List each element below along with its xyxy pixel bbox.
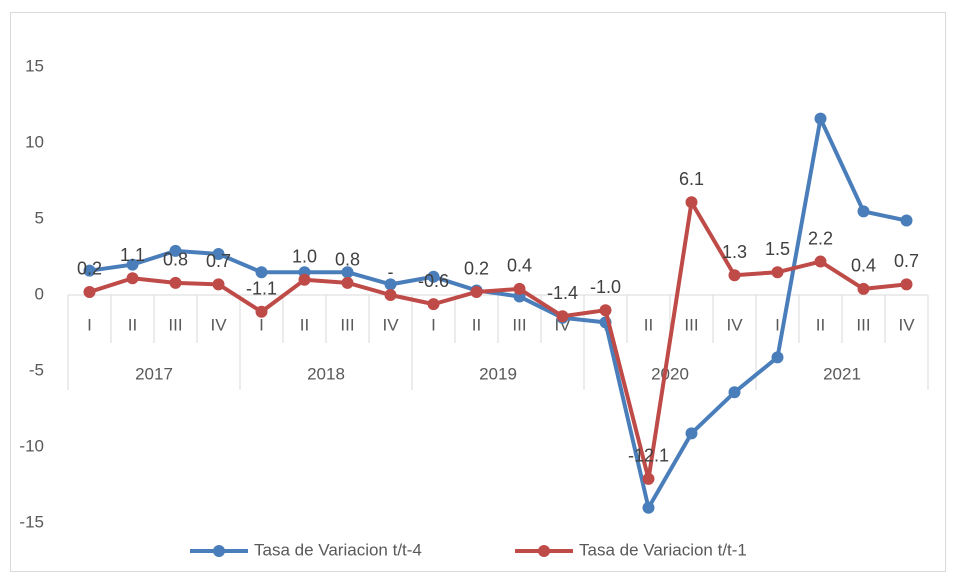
x-tick-label: III	[168, 315, 182, 334]
data-label: -1.4	[547, 283, 578, 303]
y-tick-label: 5	[35, 208, 44, 227]
series-marker	[298, 273, 311, 286]
series-marker	[83, 264, 96, 277]
x-tick-label: IV	[726, 315, 743, 334]
x-group-label: 2021	[823, 364, 861, 383]
series-marker	[513, 282, 526, 295]
data-label: -0.6	[418, 271, 449, 291]
x-tick-label: IV	[898, 315, 915, 334]
data-label: 1.1	[120, 245, 145, 265]
x-tick-label: III	[684, 315, 698, 334]
series-marker	[814, 255, 827, 268]
series-marker	[126, 258, 139, 271]
y-tick-label: 0	[35, 284, 44, 303]
series-marker	[857, 205, 870, 218]
series-marker	[212, 278, 225, 291]
data-label: 0.8	[335, 250, 360, 270]
x-tick-label: III	[856, 315, 870, 334]
series-marker	[771, 351, 784, 364]
x-tick-label: II	[472, 315, 481, 334]
x-tick-label: I	[87, 315, 92, 334]
series-marker	[771, 266, 784, 279]
series-marker	[728, 269, 741, 282]
series-marker	[427, 270, 440, 283]
data-label: -12.1	[628, 446, 669, 466]
legend-marker	[213, 545, 225, 557]
series-marker	[169, 276, 182, 289]
series-marker	[169, 244, 182, 257]
series-marker	[857, 282, 870, 295]
data-label: 1.0	[292, 247, 317, 267]
series-marker	[900, 278, 913, 291]
x-tick-label: I	[431, 315, 436, 334]
legend-label: Tasa de Variacion t/t-4	[254, 540, 422, 559]
x-group-label: 2017	[135, 364, 173, 383]
x-tick-label: I	[259, 315, 264, 334]
series-marker	[384, 278, 397, 291]
data-label: 0.7	[206, 251, 231, 271]
series-marker	[83, 285, 96, 298]
x-tick-label: IV	[210, 315, 227, 334]
series-line	[88, 200, 907, 481]
series-marker	[212, 247, 225, 260]
data-label: 0.2	[77, 259, 102, 279]
data-label: 0.4	[507, 256, 532, 276]
data-label: 0.8	[163, 250, 188, 270]
data-label: 1.5	[765, 239, 790, 259]
legend-marker	[538, 545, 550, 557]
x-group-label: 2019	[479, 364, 517, 383]
x-tick-label: II	[128, 315, 137, 334]
x-tick-label: III	[512, 315, 526, 334]
y-tick-label: -5	[29, 360, 44, 379]
x-tick-label: II	[644, 315, 653, 334]
x-tick-label: IV	[382, 315, 399, 334]
data-label: -1.0	[590, 277, 621, 297]
data-label: 2.2	[808, 228, 833, 248]
data-label: 0.7	[894, 251, 919, 271]
series-marker	[599, 304, 612, 317]
series-marker	[728, 386, 741, 399]
series-marker	[556, 310, 569, 323]
data-label: -	[388, 262, 394, 282]
series-marker	[685, 196, 698, 209]
data-label: 0.2	[464, 259, 489, 279]
y-tick-label: 15	[25, 56, 44, 75]
series-marker	[642, 501, 655, 514]
series-marker	[255, 266, 268, 279]
legend-label: Tasa de Variacion t/t-1	[579, 540, 747, 559]
series-marker	[255, 305, 268, 318]
y-tick-label: -10	[19, 436, 44, 455]
series-marker	[384, 289, 397, 301]
series-marker	[814, 112, 827, 125]
x-tick-label: II	[816, 315, 825, 334]
series-line	[89, 116, 907, 510]
data-label: 1.3	[722, 242, 747, 262]
series-marker	[900, 214, 913, 227]
x-tick-label: II	[300, 315, 309, 334]
x-group-label: 2020	[651, 364, 689, 383]
x-group-label: 2018	[307, 364, 345, 383]
series-marker	[642, 472, 655, 485]
x-tick-label: I	[775, 315, 780, 334]
series-marker	[341, 276, 354, 289]
y-tick-label: 10	[25, 132, 44, 151]
series-marker	[470, 285, 483, 298]
series-marker	[126, 272, 139, 285]
data-label: 6.1	[679, 169, 704, 189]
series-marker	[341, 266, 354, 279]
data-label: 0.4	[851, 256, 876, 276]
series-marker	[427, 298, 440, 311]
data-label: -1.1	[246, 278, 277, 298]
x-tick-label: III	[340, 315, 354, 334]
series-marker	[685, 427, 698, 440]
y-tick-label: -15	[19, 512, 44, 531]
